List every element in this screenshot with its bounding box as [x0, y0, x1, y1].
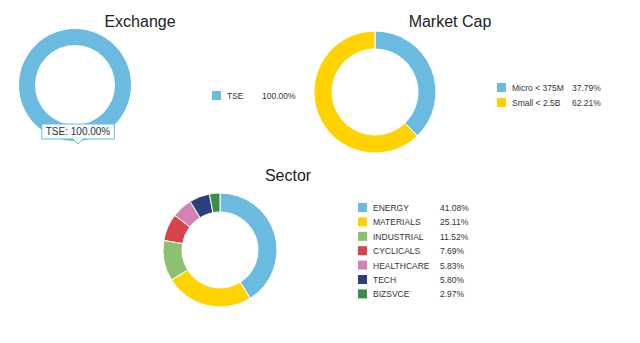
slices [163, 193, 277, 307]
legend-swatch [358, 232, 367, 241]
legend-swatch [358, 289, 367, 298]
slices [314, 31, 436, 153]
legend-swatch [358, 246, 367, 255]
slice[interactable] [209, 193, 220, 213]
slice[interactable] [190, 194, 213, 218]
legend-label: BIZSVCE [373, 289, 410, 299]
legend-value: 100.00% [262, 91, 296, 101]
legend-value: 5.80% [440, 275, 465, 285]
annotation: TSE: 100.00% [46, 126, 111, 137]
chart-title: Market Cap [409, 13, 492, 30]
donut-chart: Sector ENERGY 41.08% MATERIALS 25.11% INDUSTR… [163, 167, 469, 307]
chart-title: Sector [265, 167, 312, 184]
legend: TSE 100.00% [212, 91, 296, 101]
legend-label: Small < 2.5B [512, 98, 561, 108]
legend-swatch [212, 91, 221, 100]
legend-value: 37.79% [572, 83, 601, 93]
legend-value: 2.97% [440, 289, 465, 299]
legend-value: 41.08% [440, 203, 469, 213]
legend-label: HEALTHCARE [373, 261, 430, 271]
legend-swatch [358, 217, 367, 226]
legend-label: Micro < 375M [512, 83, 564, 93]
legend-label: INDUSTRIAL [373, 232, 424, 242]
legend-swatch [358, 203, 367, 212]
legend-value: 7.69% [440, 246, 465, 256]
donut-chart: Exchange TSE 100.00% TSE: 100.00% [19, 13, 296, 144]
legend: Micro < 375M 37.79% Small < 2.5B 62.21% [497, 83, 601, 108]
tooltip: TSE: 100.00% [42, 124, 115, 144]
legend-swatch [358, 261, 367, 270]
slice[interactable] [375, 31, 436, 136]
legend-value: 11.52% [440, 232, 469, 242]
legend-label: CYCLICALS [373, 246, 421, 256]
chart-canvas: Exchange TSE 100.00% TSE: 100.00% Market Cap… [0, 0, 640, 343]
legend-swatch [497, 98, 506, 107]
legend-value: 62.21% [572, 98, 601, 108]
slice[interactable] [163, 240, 188, 280]
legend-label: TECH [373, 275, 396, 285]
slice[interactable] [314, 31, 417, 153]
slice[interactable] [172, 270, 251, 307]
chart-title: Exchange [104, 13, 175, 30]
legend-label: TSE [227, 91, 244, 101]
slice[interactable] [220, 193, 277, 298]
legend-value: 25.11% [440, 217, 469, 227]
legend-swatch [497, 83, 506, 92]
donut-chart: Market Cap Micro < 375M 37.79% Small < 2.5B… [314, 13, 601, 153]
legend-value: 5.83% [440, 261, 465, 271]
tooltip-box [42, 124, 115, 144]
legend-label: ENERGY [373, 203, 409, 213]
legend-label: MATERIALS [373, 217, 421, 227]
legend: ENERGY 41.08% MATERIALS 25.11% INDUSTRIAL 11.… [358, 203, 469, 299]
legend-swatch [358, 275, 367, 284]
